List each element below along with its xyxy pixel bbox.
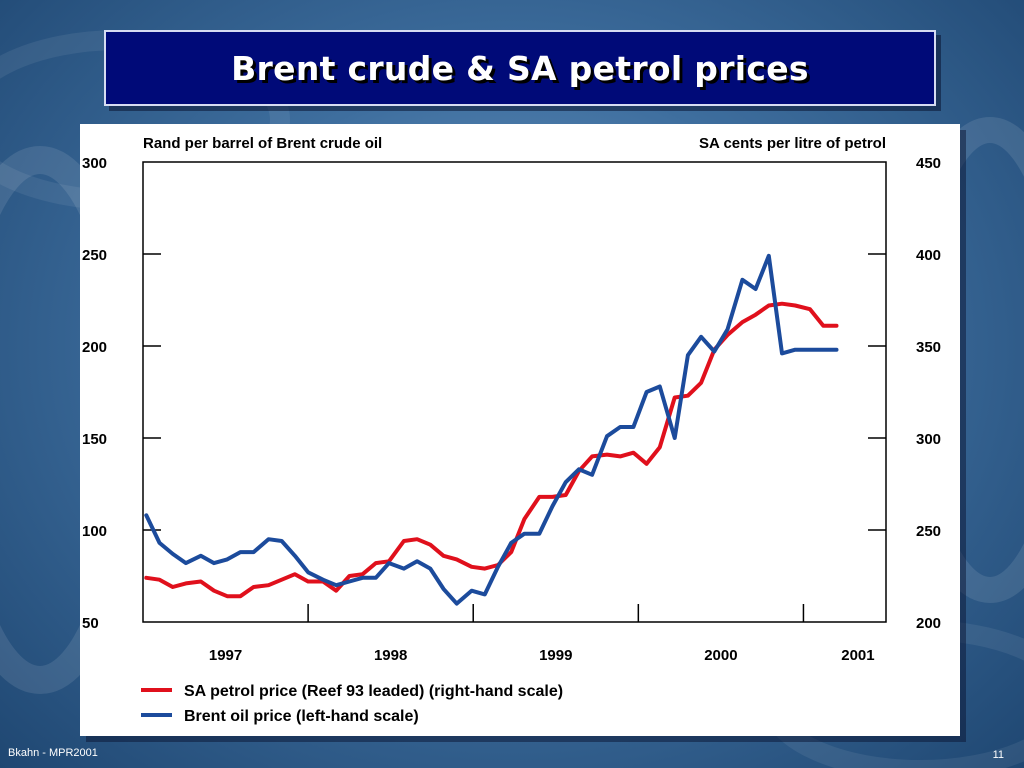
left-tick-label: 300 <box>82 155 107 172</box>
legend-label-brent: Brent oil price (left-hand scale) <box>184 708 419 725</box>
page-number: 11 <box>992 749 1004 761</box>
left-tick-label: 200 <box>82 339 107 356</box>
right-tick-label: 350 <box>916 339 941 356</box>
right-tick-label: 300 <box>916 431 941 448</box>
right-tick-label: 450 <box>916 155 941 172</box>
year-label: 2001 <box>841 647 874 664</box>
left-tick-label: 150 <box>82 431 107 448</box>
year-label: 1998 <box>374 647 407 664</box>
left-tick-label: 100 <box>82 523 107 540</box>
year-label: 2000 <box>704 647 737 664</box>
year-label: 1997 <box>209 647 242 664</box>
chart-panel: Rand per barrel of Brent crude oil SA ce… <box>80 124 960 736</box>
right-tick-label: 250 <box>916 523 941 540</box>
line-chart: Rand per barrel of Brent crude oil SA ce… <box>82 135 941 725</box>
left-tick-label: 250 <box>82 247 107 264</box>
left-tick-label: 50 <box>82 615 99 632</box>
plot-frame <box>142 161 887 623</box>
left-axis-label: Rand per barrel of Brent crude oil <box>143 135 382 152</box>
year-label: 1999 <box>539 647 572 664</box>
legend-label-petrol: SA petrol price (Reef 93 leaded) (right-… <box>184 683 563 700</box>
slide-title: Brent crude & SA petrol prices <box>231 48 809 88</box>
footer-author: Bkahn - MPR2001 <box>8 747 98 759</box>
right-tick-label: 400 <box>916 247 941 264</box>
right-axis-label: SA cents per litre of petrol <box>699 135 886 152</box>
right-tick-label: 200 <box>916 615 941 632</box>
slide-title-box: Brent crude & SA petrol prices <box>104 30 936 106</box>
series-line-brent <box>144 253 839 606</box>
